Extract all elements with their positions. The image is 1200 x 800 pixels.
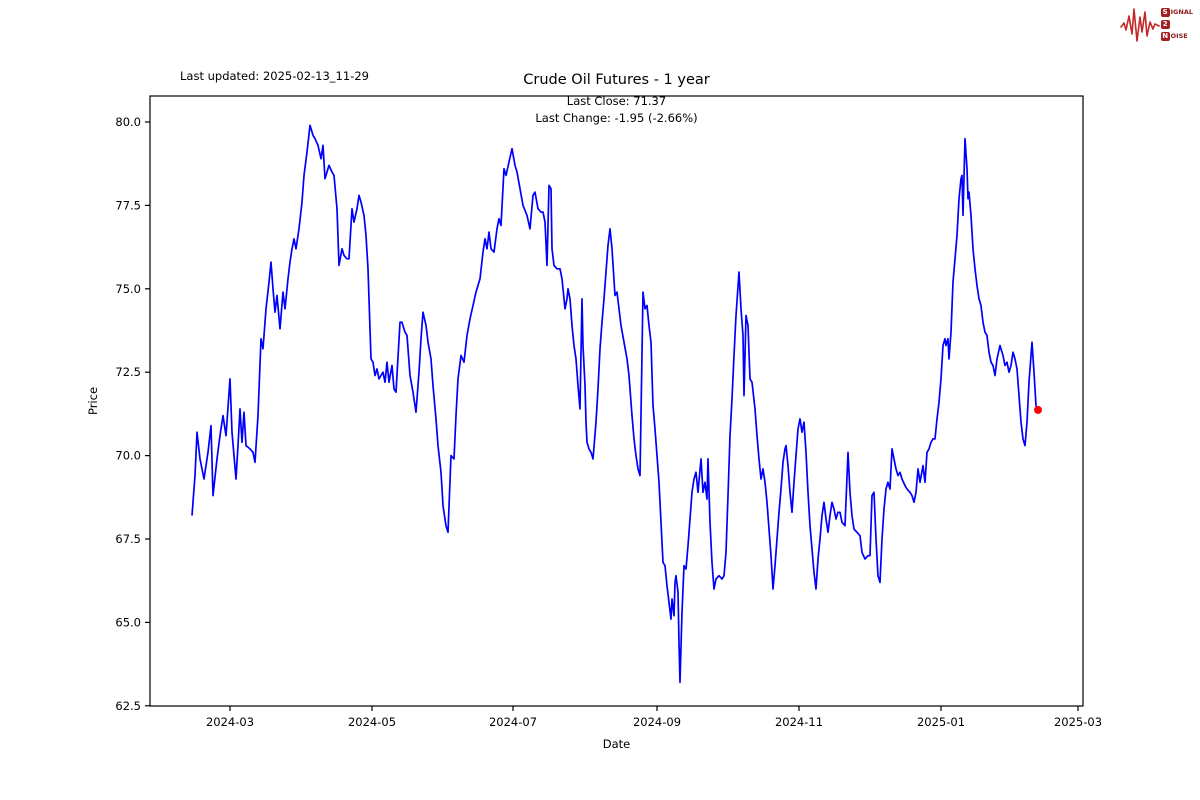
chart-title: Crude Oil Futures - 1 year [523,72,710,88]
y-tick-label: 80.0 [115,115,141,129]
signal2noise-logo: S IGNAL 2 N OISE [1119,3,1193,45]
x-tick-label: 2024-07 [489,715,537,729]
x-axis-label: Date [603,737,631,751]
y-tick-label: 65.0 [115,615,141,629]
plot-frame [149,95,1084,707]
logo-letter-2: 2 [1160,19,1170,29]
y-tick-label: 75.0 [115,282,141,296]
logo-letter-s: S [1160,7,1170,17]
x-tick-label: 2025-03 [1054,715,1102,729]
y-tick-label: 72.5 [115,365,141,379]
logo-letter-n: N [1160,31,1170,41]
last-updated-text: Last updated: 2025-02-13_11-29 [180,69,369,83]
last-close-dot [1034,405,1042,414]
logo-word-ignal: IGNAL [1170,8,1193,16]
x-tick-label: 2025-01 [917,715,965,729]
x-tick-label: 2024-05 [348,715,396,729]
waveform-icon [1119,8,1160,42]
logo-text: S IGNAL 2 N OISE [1160,7,1193,42]
last-close-line: Last Close: 71.37 [566,94,667,108]
y-tick-label: 70.0 [115,449,141,463]
y-tick-label: 67.5 [115,532,141,546]
y-tick-label: 77.5 [115,198,141,212]
y-axis-label: Price [86,387,100,415]
x-tick-label: 2024-03 [206,715,254,729]
x-tick-label: 2024-09 [633,715,681,729]
last-close-annotation: Last Close: 71.37 Last Change: -1.95 (-2… [150,93,1083,126]
x-tick-label: 2024-11 [775,715,823,729]
y-tick-label: 62.5 [115,699,141,713]
logo-word-oise: OISE [1170,32,1188,40]
price-line [191,124,1039,684]
last-change-line: Last Change: -1.95 (-2.66%) [535,110,698,125]
